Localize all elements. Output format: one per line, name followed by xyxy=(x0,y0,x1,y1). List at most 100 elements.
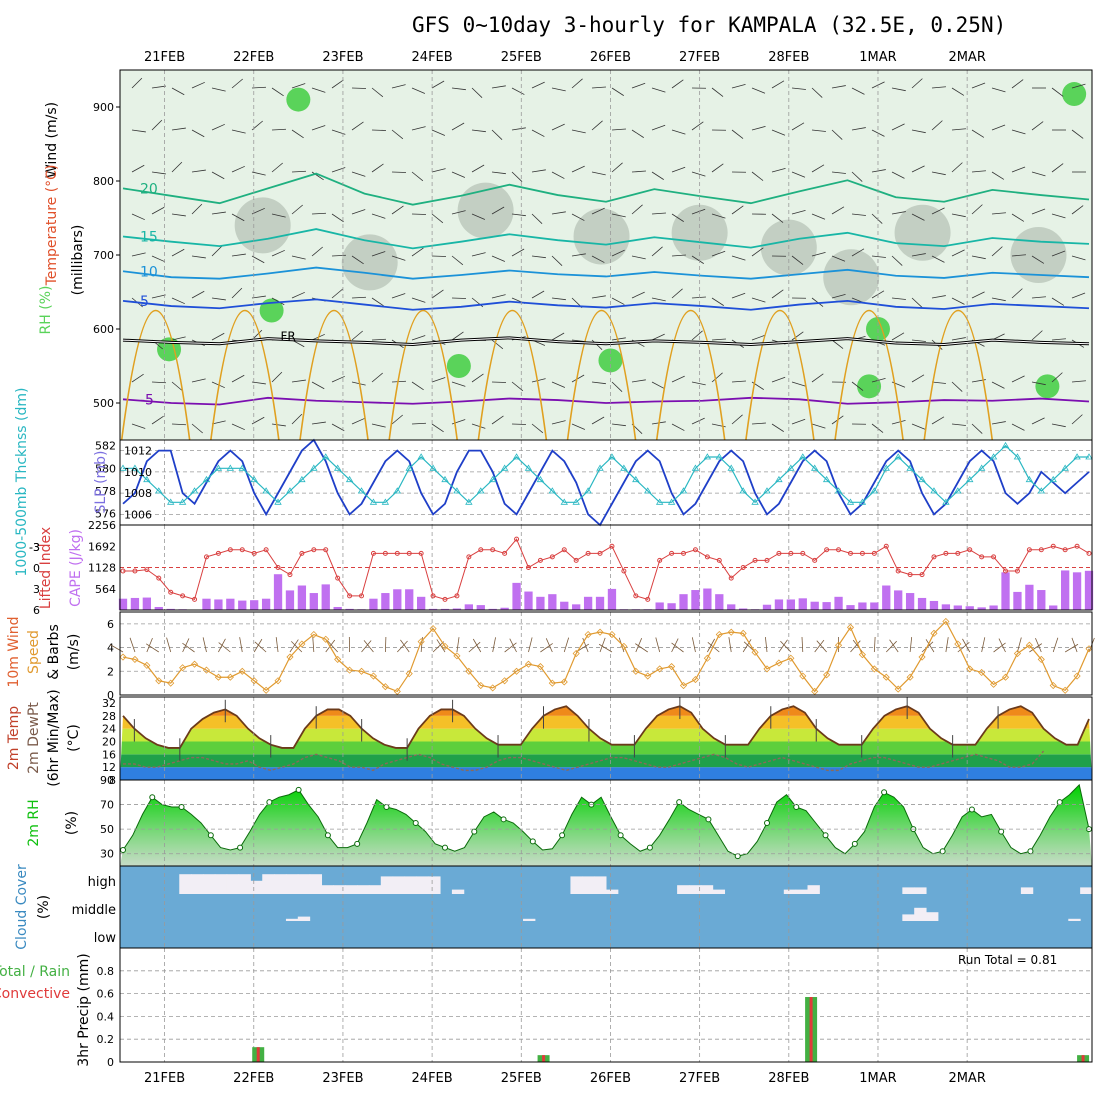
wind-barb xyxy=(191,129,205,138)
wind-barb xyxy=(531,290,545,299)
dewpoint-line xyxy=(123,750,1045,772)
bottom-date-label: 25FEB xyxy=(501,1071,542,1086)
isotherm-line xyxy=(122,396,1090,406)
wind-speed-point xyxy=(715,630,723,639)
wind-barb xyxy=(631,129,644,138)
wind-barb xyxy=(151,171,166,175)
wind-speed-point xyxy=(1061,686,1069,694)
wind-barb xyxy=(471,129,486,133)
cape-bar xyxy=(1049,605,1058,610)
wind-barb xyxy=(218,642,231,653)
wind-barb xyxy=(251,295,266,299)
wind-speed-point xyxy=(858,651,866,659)
rh-moist-region xyxy=(457,182,514,239)
high-cloud-bar xyxy=(416,876,429,894)
thickness-point xyxy=(405,464,413,471)
wind-barb xyxy=(271,128,287,131)
cape-bar xyxy=(858,602,867,610)
precip-tick-label: 0.2 xyxy=(97,1033,115,1046)
wind-barb xyxy=(371,372,383,383)
wind-barb xyxy=(231,129,246,134)
wind-barb xyxy=(591,381,606,385)
lifted-index-point xyxy=(454,593,460,599)
top-date-axis: 21FEB 22FEB 23FEB 24FEB 25FEB 26FEB 27FEB 28FEB… xyxy=(144,50,986,65)
thickness-point xyxy=(799,453,807,460)
wind-barb xyxy=(851,127,866,131)
ms-ylabel: (m/s) xyxy=(66,634,82,671)
thickness-point xyxy=(155,487,163,494)
slp-tick-label: 1010 xyxy=(124,466,152,479)
wind-barb xyxy=(146,637,153,653)
bottom-date-label: 22FEB xyxy=(233,1071,274,1086)
high-cloud-bar xyxy=(202,874,216,894)
middle-cloud-bar xyxy=(1068,918,1081,921)
high-cloud-bar xyxy=(380,876,394,894)
wind-barb xyxy=(691,208,706,215)
wind-barb xyxy=(431,168,446,173)
wind-barb xyxy=(254,641,267,653)
wind-speed-point xyxy=(262,686,270,694)
wind-barb xyxy=(400,639,410,653)
wind10-ylabel: 10m Wind xyxy=(6,616,22,687)
rh-point xyxy=(676,799,683,806)
freezing-label: FR xyxy=(281,329,296,343)
wind-barb xyxy=(253,638,263,653)
wind-barb xyxy=(289,639,299,653)
cape-bar xyxy=(894,590,903,610)
wind-barb xyxy=(771,167,786,173)
wind-barb xyxy=(811,423,826,429)
thickness-point xyxy=(429,464,437,471)
lifted-index-point xyxy=(573,557,579,563)
rh2m-panel: 30 50 70 90 2m RH (%) xyxy=(26,774,1093,867)
wind-barb xyxy=(291,255,306,260)
wind-barb xyxy=(591,120,603,131)
lifted-index-point xyxy=(1003,568,1009,574)
precip-tick-label: 0 xyxy=(107,1056,114,1069)
wind-barb xyxy=(1071,380,1086,383)
top-date-label: 25FEB xyxy=(501,50,542,65)
cape-bar xyxy=(285,590,295,610)
lifted-index-point xyxy=(418,550,424,556)
rh-point xyxy=(442,844,448,851)
wind-barb xyxy=(951,87,965,96)
wind-barb xyxy=(931,381,946,384)
wind-barb xyxy=(711,213,726,219)
wind-barb xyxy=(211,297,226,301)
wind-barb xyxy=(171,87,185,96)
wind-barb xyxy=(1031,296,1046,299)
wind-barb xyxy=(131,373,144,383)
wind-barb xyxy=(531,169,546,173)
wind-speed-point xyxy=(322,635,330,643)
rh-point xyxy=(295,786,302,793)
wind-barb xyxy=(551,381,566,388)
high-cloud-bar xyxy=(807,885,820,894)
wind-barb xyxy=(491,339,504,350)
wind-barb xyxy=(491,171,506,175)
wind10-panel: 0 2 4 6 10m Wind Speed & Barbs (m/s) xyxy=(6,611,1095,702)
wind-barb xyxy=(751,125,766,131)
lifted-index-point xyxy=(275,565,281,570)
rh-saturated-region xyxy=(286,87,311,112)
wind-barb xyxy=(651,171,664,180)
wind-barb xyxy=(131,252,146,257)
cape-bar xyxy=(762,604,772,610)
wind-barb xyxy=(271,371,283,383)
wind-barb xyxy=(582,637,589,653)
temp-band xyxy=(120,715,1092,729)
wind-barb xyxy=(671,642,684,653)
wind-speed-point xyxy=(799,672,807,680)
lifted-index-point xyxy=(883,543,889,549)
high-cloud-bar xyxy=(902,887,915,894)
high-cloud-bar xyxy=(191,874,204,894)
wind-barb xyxy=(371,423,386,428)
temp-band xyxy=(120,741,1092,755)
lifted-tick-label: 0 xyxy=(33,562,40,575)
high-cloud-bar xyxy=(285,874,299,894)
wind-barb xyxy=(291,379,306,383)
wind-barb xyxy=(491,255,506,262)
thickness-tick-label: 580 xyxy=(95,462,116,475)
wind-speed-point xyxy=(369,672,378,680)
cape-bar xyxy=(1072,572,1082,610)
wind-barb xyxy=(771,289,784,299)
rh-pct-ylabel: (%) xyxy=(64,811,80,835)
